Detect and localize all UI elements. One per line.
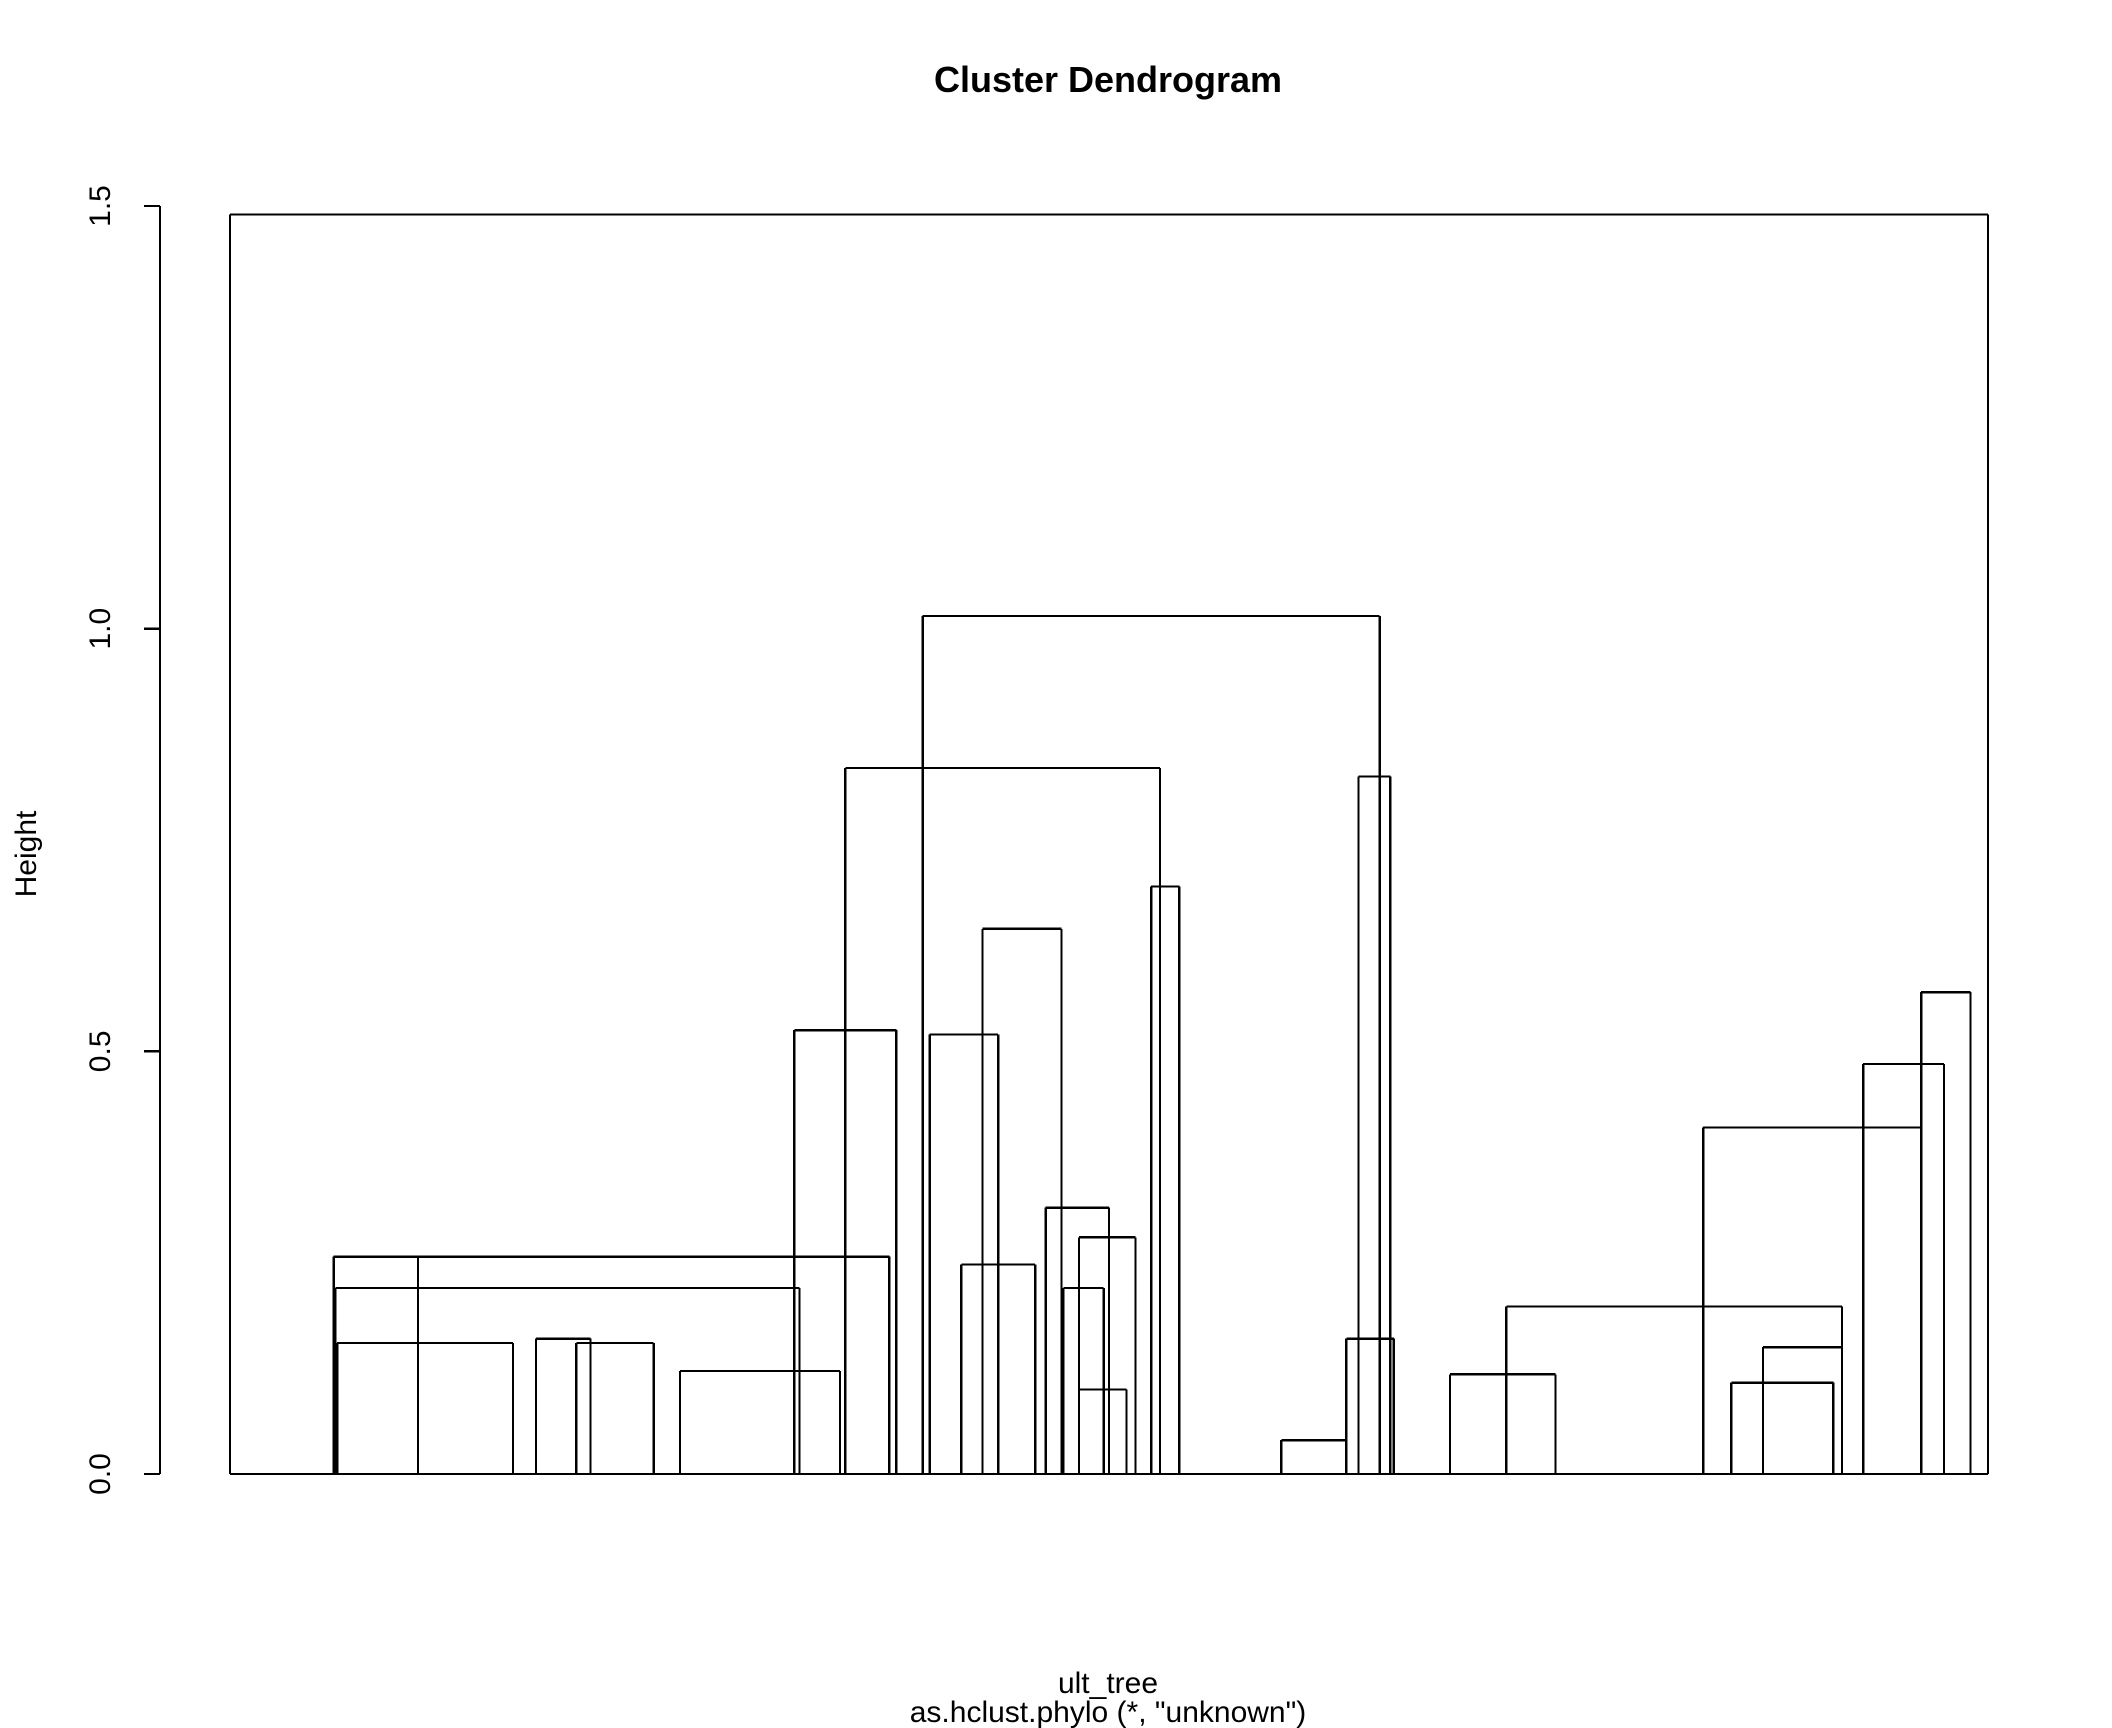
y-axis-label: Height [10,810,43,897]
chart-title: Cluster Dendrogram [934,59,1282,100]
dendrogram-merge [1702,1126,1923,1474]
x-axis-subtitle: as.hclust.phylo (*, "unknown") [910,1696,1307,1728]
dendrogram-merge [1505,1305,1844,1474]
dendrogram-merge [1862,1062,1946,1474]
dendrogram-merge [921,614,1381,1474]
dendrogram-merge [1345,1337,1395,1474]
y-axis: 0.0 0.5 1.0 1.5 [84,185,162,1495]
dendrogram-merge [793,1029,898,1474]
dendrogram-merge [981,927,1063,1474]
dendrogram-merge [1044,1206,1111,1474]
dendrogram-merge [1448,1373,1557,1474]
dendrogram-merge [334,1286,801,1474]
dendrogram-merge [1357,775,1392,1474]
dendrogram-merge [1280,1439,1348,1474]
dendrogram-merge [534,1337,592,1474]
y-tick-label: 0.5 [84,1030,117,1072]
dendrogram-merge [1062,1286,1105,1474]
x-axis-label: ult_tree [1058,1667,1158,1700]
dendrogram-merge [575,1341,655,1474]
dendrogram-merge [928,1033,1000,1474]
dendrogram-merge [960,1263,1037,1474]
dendrogram-tree [228,213,1990,1476]
dendrogram-merge [844,767,1162,1474]
y-tick-label: 0.0 [84,1453,117,1495]
dendrogram-merge [1761,1346,1844,1474]
dendrogram-merge [417,1255,891,1474]
dendrogram-merge [1730,1381,1835,1474]
dendrogram-merge [678,1369,842,1474]
y-tick-label: 1.5 [84,185,117,227]
y-tick-label: 1.0 [84,608,117,650]
dendrogram-merge [1150,885,1181,1474]
dendrogram-merge [336,1341,515,1474]
dendrogram-merge [1078,1388,1128,1474]
